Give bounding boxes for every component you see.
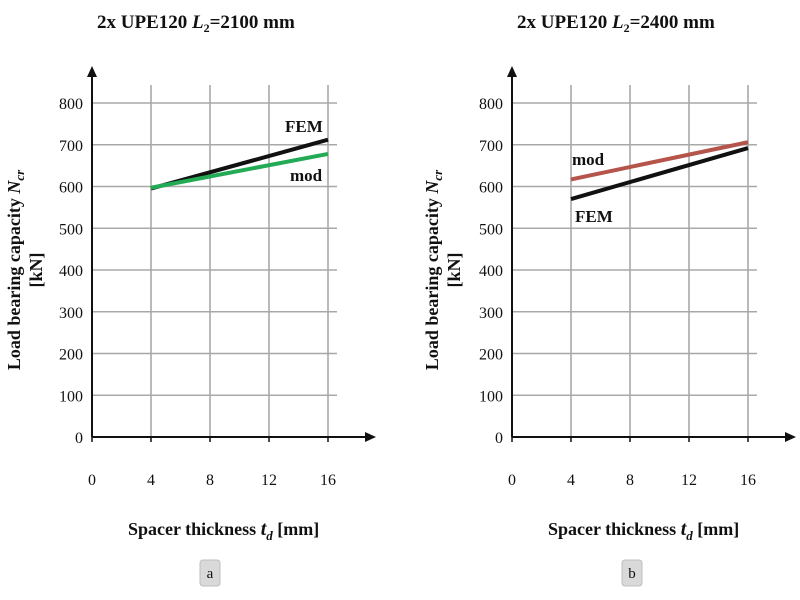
x-tick-label: 12 [261, 472, 277, 489]
series-label-fem: FEM [285, 117, 323, 136]
y-tick-label: 600 [479, 180, 503, 197]
ylabel-var: N [4, 180, 24, 195]
y-tick-label: 0 [495, 430, 503, 447]
title-value: =2400 mm [630, 12, 715, 33]
ylabel-sub: cr [12, 169, 27, 181]
x-tick-label: 0 [88, 472, 96, 489]
x-tick-label: 4 [147, 472, 155, 489]
y-tick-label: 400 [59, 263, 83, 280]
ylabel-main: Load bearing capacity [422, 194, 442, 371]
title-main: 2x UPE120 [97, 12, 192, 33]
x-axis-arrow [365, 432, 376, 442]
title-main: 2x UPE120 [517, 12, 612, 33]
y-tick-label: 500 [59, 221, 83, 238]
chart-title: 2x UPE120 L2=2400 mm [517, 12, 715, 35]
y-tick-label: 200 [479, 347, 503, 364]
xlabel-unit: [mm] [693, 519, 739, 539]
y-tick-label: 200 [59, 347, 83, 364]
y-tick-label: 700 [479, 138, 503, 155]
title-value: =2100 mm [210, 12, 295, 33]
xlabel-var: t [681, 518, 688, 540]
y-axis-label: Load bearing capacity Ncr [422, 169, 445, 370]
y-tick-label: 400 [479, 263, 503, 280]
x-tick-label: 0 [508, 472, 516, 489]
series-line-fem [570, 146, 749, 201]
x-tick-label: 8 [626, 472, 634, 489]
y-tick-label: 500 [479, 221, 503, 238]
y-axis-label: Load bearing capacity Ncr [4, 169, 27, 370]
chart-panel-b: 2x UPE120 L2=2400 mm 0 100 200 300 400 500 600 7… [422, 12, 796, 587]
ylabel-main: Load bearing capacity [4, 194, 24, 371]
chart-title: 2x UPE120 L2=2100 mm [97, 12, 295, 35]
y-tick-label: 0 [75, 430, 83, 447]
xlabel-sub: d [686, 528, 693, 543]
title-sub: 2 [624, 21, 630, 35]
panel-badge-label: b [628, 566, 636, 582]
x-tick-label: 12 [681, 472, 697, 489]
series-label-mod: mod [290, 166, 323, 185]
panel-badge-label: a [207, 566, 214, 582]
y-axis-arrow [507, 66, 517, 77]
y-axis-unit: [kN] [444, 253, 464, 288]
title-sub: 2 [204, 21, 210, 35]
panel-badge: a [199, 559, 221, 587]
xlabel-unit: [mm] [273, 519, 319, 539]
title-var: L [191, 12, 204, 33]
y-axis-unit: [kN] [26, 253, 46, 288]
xlabel-main: Spacer thickness [128, 519, 261, 539]
xlabel-main: Spacer thickness [548, 519, 681, 539]
panel-badge: b [621, 559, 643, 587]
title-var: L [611, 12, 624, 33]
series-line-mod [570, 140, 749, 182]
x-tick-label: 16 [740, 472, 756, 489]
x-axis-label: Spacer thickness td [mm] [548, 518, 739, 543]
xlabel-var: t [261, 518, 268, 540]
y-tick-label: 800 [479, 96, 503, 113]
x-tick-label: 4 [567, 472, 575, 489]
y-tick-label: 100 [59, 388, 83, 405]
series-label-fem: FEM [575, 207, 613, 226]
y-tick-label: 100 [479, 388, 503, 405]
y-tick-label: 600 [59, 180, 83, 197]
series-line-mod [150, 151, 329, 190]
y-tick-label: 300 [479, 305, 503, 322]
panel-badge-box [621, 559, 643, 587]
ylabel-sub: cr [430, 169, 445, 181]
x-axis-arrow [785, 432, 796, 442]
xlabel-sub: d [266, 528, 273, 543]
series-label-mod: mod [572, 150, 605, 169]
chart-panel-a: 2x UPE120 L2=2100 mm 0 100 200 300 400 500 600 7… [4, 12, 376, 587]
y-tick-label: 800 [59, 96, 83, 113]
y-tick-label: 700 [59, 138, 83, 155]
y-axis-arrow [87, 66, 97, 77]
x-tick-label: 8 [206, 472, 214, 489]
x-axis-label: Spacer thickness td [mm] [128, 518, 319, 543]
y-tick-label: 300 [59, 305, 83, 322]
ylabel-var: N [422, 180, 442, 195]
panel-badge-box [199, 559, 221, 587]
x-tick-label: 16 [320, 472, 336, 489]
